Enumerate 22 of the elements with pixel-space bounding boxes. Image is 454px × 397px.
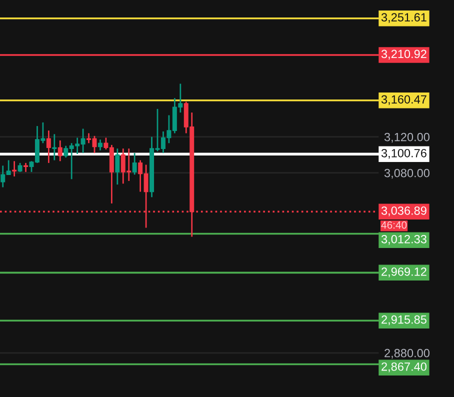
ref-line-label: 3,160.47 [381,95,426,105]
ref-line-label: 2,867.40 [382,362,426,372]
candlestick [58,140,62,162]
candlestick [52,133,57,161]
ref-line-label: 3,012.33 [381,234,426,245]
candlestick [132,152,137,176]
candlestick [18,162,22,173]
candlestick [12,160,17,178]
ref-line-label: 2,915.85 [382,315,426,326]
candlestick [46,130,51,164]
ref-line-label: 2,969.12 [382,267,426,278]
y-tick-label: 3,120.00 [384,132,430,143]
ref-line-label: 3,251.61 [381,13,426,23]
y-tick-label: 2,880.00 [384,348,430,359]
candlestick [98,138,102,152]
candlestick [115,148,120,186]
candlestick [24,162,28,173]
y-tick-label: 3,080.00 [384,168,430,179]
text: 46:40 [381,221,407,229]
ref-line-label: 3,100.76 [381,148,426,159]
ref-line-label: 3,036.89 [381,206,426,216]
ref-line-label: 3,210.92 [381,50,426,60]
